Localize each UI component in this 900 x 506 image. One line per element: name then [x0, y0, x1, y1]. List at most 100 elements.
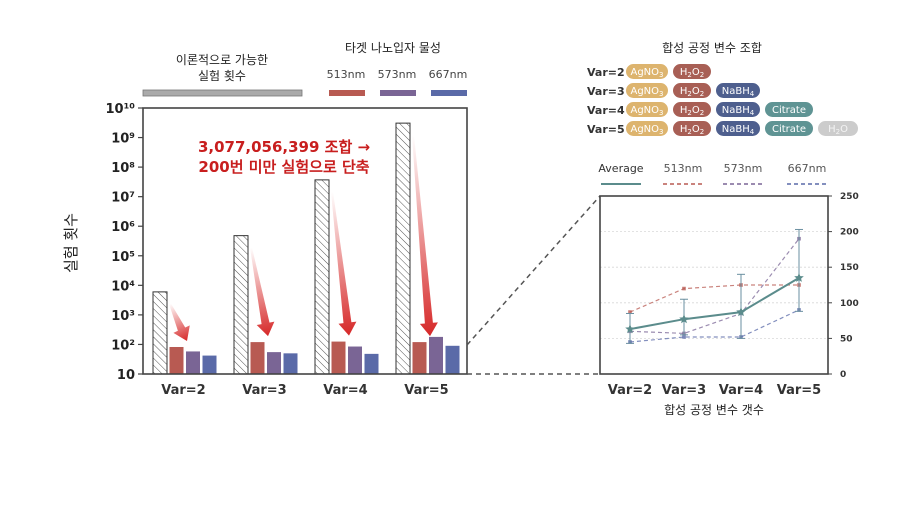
line-y-tick-label: 100 — [840, 299, 859, 309]
bar-513nm-Var=4 — [331, 341, 346, 374]
bar-x-label: Var=3 — [242, 383, 286, 398]
line-legend-label-667nm: 667nm — [788, 162, 827, 175]
bar-y-tick-label: 10⁸ — [111, 161, 135, 176]
annotation-line1: 3,077,056,399 조합 → — [198, 138, 370, 156]
bar-667nm-Var=2 — [202, 355, 217, 374]
chip-H2O2 — [673, 83, 711, 98]
annotation-line2: 200번 미만 실험으로 단축 — [198, 158, 369, 176]
chip-H2O2 — [673, 121, 711, 136]
bar-plot-frame — [142, 107, 468, 375]
chip-NaBH4 — [716, 121, 760, 136]
line-series-667nm — [629, 309, 800, 343]
reduction-arrow-Var=3 — [250, 247, 275, 337]
bar-y-tick-label: 10¹⁰ — [106, 102, 136, 117]
chip-label-NaBH4: NaBH4 — [722, 124, 755, 136]
legend-513-swatch — [329, 90, 365, 96]
line-x-label: Var=4 — [719, 383, 763, 398]
chip-label-H2O2: H2O2 — [680, 105, 704, 117]
line-x-label: Var=2 — [608, 383, 652, 398]
bar-513nm-Var=3 — [250, 342, 265, 374]
line-point-667nm — [682, 335, 686, 339]
line-y-tick-label: 0 — [840, 370, 846, 380]
bar-513nm-Var=5 — [412, 342, 427, 374]
average-star-marker — [625, 324, 635, 334]
bar-667nm-Var=5 — [445, 345, 460, 374]
bar-y-tick-label: 10⁷ — [111, 191, 135, 206]
bar-y-tick-label: 10⁴ — [111, 279, 135, 294]
bar-y-tick-label: 10 — [117, 368, 135, 383]
line-point-513nm — [682, 286, 686, 291]
var-legend-title: 합성 공정 변수 조합 — [662, 41, 762, 55]
average-star-marker — [679, 314, 689, 324]
chip-label-AgNO3: AgNO3 — [630, 124, 663, 136]
average-star-marker — [794, 272, 804, 282]
chip-label-Citrate: Citrate — [772, 124, 806, 135]
chip-label-H2O: H2O — [828, 124, 848, 136]
line-series-573nm — [629, 238, 800, 335]
bar-theory-Var=5 — [395, 122, 411, 375]
line-plot-frame — [599, 195, 829, 375]
chip-Citrate — [765, 102, 813, 117]
reduction-arrow-Var=2 — [169, 303, 190, 341]
legend-667-label: 667nm — [429, 68, 468, 81]
chip-label-H2O2: H2O2 — [680, 67, 704, 79]
chip-label-H2O2: H2O2 — [680, 124, 704, 136]
reduction-arrow-Var=5 — [412, 135, 438, 337]
chip-label-AgNO3: AgNO3 — [630, 67, 663, 79]
chip-AgNO3 — [626, 64, 668, 79]
chip-label-AgNO3: AgNO3 — [630, 86, 663, 98]
chip-NaBH4 — [716, 83, 760, 98]
chip-AgNO3 — [626, 83, 668, 98]
bar-theory-Var=4 — [314, 179, 330, 375]
bar-x-label: Var=2 — [161, 383, 205, 398]
bar-573nm-Var=5 — [429, 336, 443, 374]
bar-667nm-Var=3 — [283, 353, 298, 374]
legend-theory-line1: 이론적으로 가능한 — [176, 53, 268, 67]
chip-label-NaBH4: NaBH4 — [722, 105, 755, 117]
line-x-label: Var=5 — [777, 383, 821, 398]
legend-theory-line2: 실험 횟수 — [198, 69, 246, 83]
chip-H2O2 — [673, 102, 711, 117]
legend-573-label: 573nm — [378, 68, 417, 81]
chip-label-H2O2: H2O2 — [680, 86, 704, 98]
var-row-label: Var=4 — [587, 104, 625, 117]
legend-target-title: 타겟 나노입자 물성 — [345, 41, 441, 55]
bar-y-tick-label: 10⁹ — [111, 132, 135, 147]
average-star-marker — [736, 307, 746, 317]
line-legend-label-573nm: 573nm — [724, 162, 763, 175]
bar-x-label: Var=5 — [404, 383, 448, 398]
line-chart: Average 513nm 573nm 667nm 0 50 100 150 200 250 V… — [598, 162, 858, 417]
reduction-arrow-Var=4 — [331, 191, 357, 336]
bar-513nm-Var=2 — [169, 346, 184, 374]
bar-legend: 이론적으로 가능한 실험 횟수 타겟 나노입자 물성 513nm 573nm 6… — [142, 41, 468, 97]
line-y-tick-label: 50 — [840, 334, 853, 344]
zoom-connector-top — [466, 195, 601, 346]
bar-573nm-Var=3 — [267, 352, 281, 374]
var-row-label: Var=3 — [587, 85, 625, 98]
chip-AgNO3 — [626, 102, 668, 117]
chip-label-Citrate: Citrate — [772, 105, 806, 116]
line-series-Average — [629, 277, 800, 331]
legend-theory-swatch — [142, 89, 303, 97]
line-point-513nm — [628, 310, 632, 314]
chip-H2O — [818, 121, 858, 136]
line-legend-label-513nm: 513nm — [664, 162, 703, 175]
line-y-tick-label: 250 — [840, 192, 859, 202]
chip-Citrate — [765, 121, 813, 136]
legend-513-label: 513nm — [327, 68, 366, 81]
line-y-tick-label: 200 — [840, 228, 859, 238]
bar-y-axis-label: 실험 횟수 — [62, 213, 80, 273]
bar-chart: 실험 횟수 10 10² 10³ 10⁴ 10⁵ 10⁶ 10⁷ 10⁸ 10⁹ 10¹⁰ Var… — [62, 102, 468, 398]
line-series-513nm — [629, 284, 799, 313]
chip-label-NaBH4: NaBH4 — [722, 86, 755, 98]
legend-667-swatch — [431, 90, 467, 96]
line-x-label: Var=3 — [662, 383, 706, 398]
chip-NaBH4 — [716, 102, 760, 117]
var-row-label: Var=5 — [587, 123, 625, 136]
chip-H2O2 — [673, 64, 711, 79]
line-legend-label-Average: Average — [598, 162, 643, 175]
chip-label-AgNO3: AgNO3 — [630, 105, 663, 117]
bar-y-tick-label: 10⁵ — [111, 250, 135, 265]
bar-theory-Var=3 — [233, 235, 249, 375]
